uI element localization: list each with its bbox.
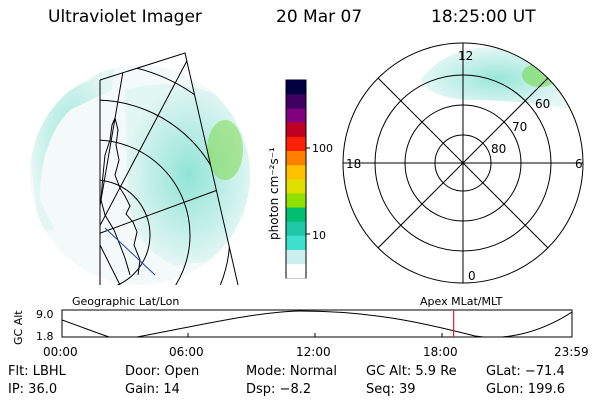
altitude-plot: Geographic Lat/Lon Apex MLat/MLT 9.0 1.8… (12, 295, 589, 359)
status-glon: GLon: 199.6 (486, 382, 566, 397)
mlt-label-18: 18 (346, 157, 361, 171)
colorbar-bands (286, 80, 306, 279)
apex-label: Apex MLat/MLT (420, 295, 503, 308)
mlat-label-80: 80 (491, 142, 506, 156)
observation-time: 18:25:00 UT (431, 7, 536, 27)
colorbar-tick-100: 100 (312, 142, 333, 155)
time-tick-2359: 23:59 (554, 345, 589, 359)
longitude-line (100, 54, 191, 236)
colorbar-band (286, 221, 306, 236)
geo-emission-west (30, 65, 115, 230)
time-tick-0600: 06:00 (169, 345, 204, 359)
mlat-label-70: 70 (512, 120, 527, 134)
colorbar-band (286, 136, 306, 152)
colorbar-band (286, 193, 306, 208)
geographic-label: Geographic Lat/Lon (72, 295, 179, 308)
altitude-frame (61, 309, 573, 338)
status-gc-alt: GC Alt: 5.9 Re (366, 364, 457, 379)
latitude-circle (100, 179, 151, 285)
status-glat: GLat: −71.4 (486, 364, 565, 379)
polar-meridian-diag (377, 77, 549, 249)
instrument-title: Ultraviolet Imager (48, 7, 202, 27)
colorbar-band (286, 263, 306, 279)
longitude-line (100, 59, 126, 236)
terminator-line (104, 227, 156, 276)
colorbar-band (286, 108, 306, 123)
polar-plot: 12 18 6 0 60 70 80 (342, 42, 584, 284)
altitude-tick-high: 9.0 (36, 308, 54, 321)
status-seq: Seq: 39 (366, 382, 416, 397)
colorbar-band (286, 80, 306, 95)
mlt-label-12: 12 (458, 49, 473, 63)
geo-sector-boundary (99, 52, 239, 286)
colorbar-band (286, 122, 306, 137)
colorbar-label: photon cm⁻²s⁻¹ (267, 147, 281, 240)
status-filter: Flt: LBHL (8, 364, 66, 379)
geo-emission-bright (207, 120, 243, 180)
status-ip: IP: 36.0 (8, 382, 58, 397)
altitude-tick-low: 1.8 (36, 330, 54, 343)
time-tick-0000: 00:00 (43, 345, 78, 359)
time-tick-1200: 12:00 (296, 345, 331, 359)
geographic-image (30, 52, 250, 286)
observation-date: 20 Mar 07 (276, 7, 363, 27)
colorbar-band (286, 207, 306, 222)
colorbar-band (286, 235, 306, 251)
mlt-label-6: 6 (575, 157, 583, 171)
colorbar-band (286, 179, 306, 194)
mlat-label-60: 60 (535, 97, 550, 111)
time-tick-1800: 18:00 (423, 345, 458, 359)
status-door: Door: Open (125, 364, 200, 379)
colorbar-band (286, 164, 306, 180)
colorbar-band (286, 249, 306, 265)
colorbar: 100 10 photon cm⁻²s⁻¹ (267, 79, 333, 279)
colorbar-band (286, 94, 306, 109)
status-mode: Mode: Normal (246, 364, 337, 379)
longitude-line (100, 234, 121, 285)
altitude-curve (62, 310, 572, 337)
status-dsp: Dsp: −8.2 (246, 382, 312, 397)
status-gain: Gain: 14 (125, 382, 180, 397)
altitude-ylabel: GC Alt (12, 310, 25, 345)
latitude-circle (100, 139, 191, 285)
colorbar-tick-10: 10 (312, 229, 326, 242)
coastline (100, 117, 141, 276)
colorbar-band (286, 150, 306, 166)
polar-emission (420, 47, 575, 110)
mlt-label-0: 0 (468, 269, 476, 283)
